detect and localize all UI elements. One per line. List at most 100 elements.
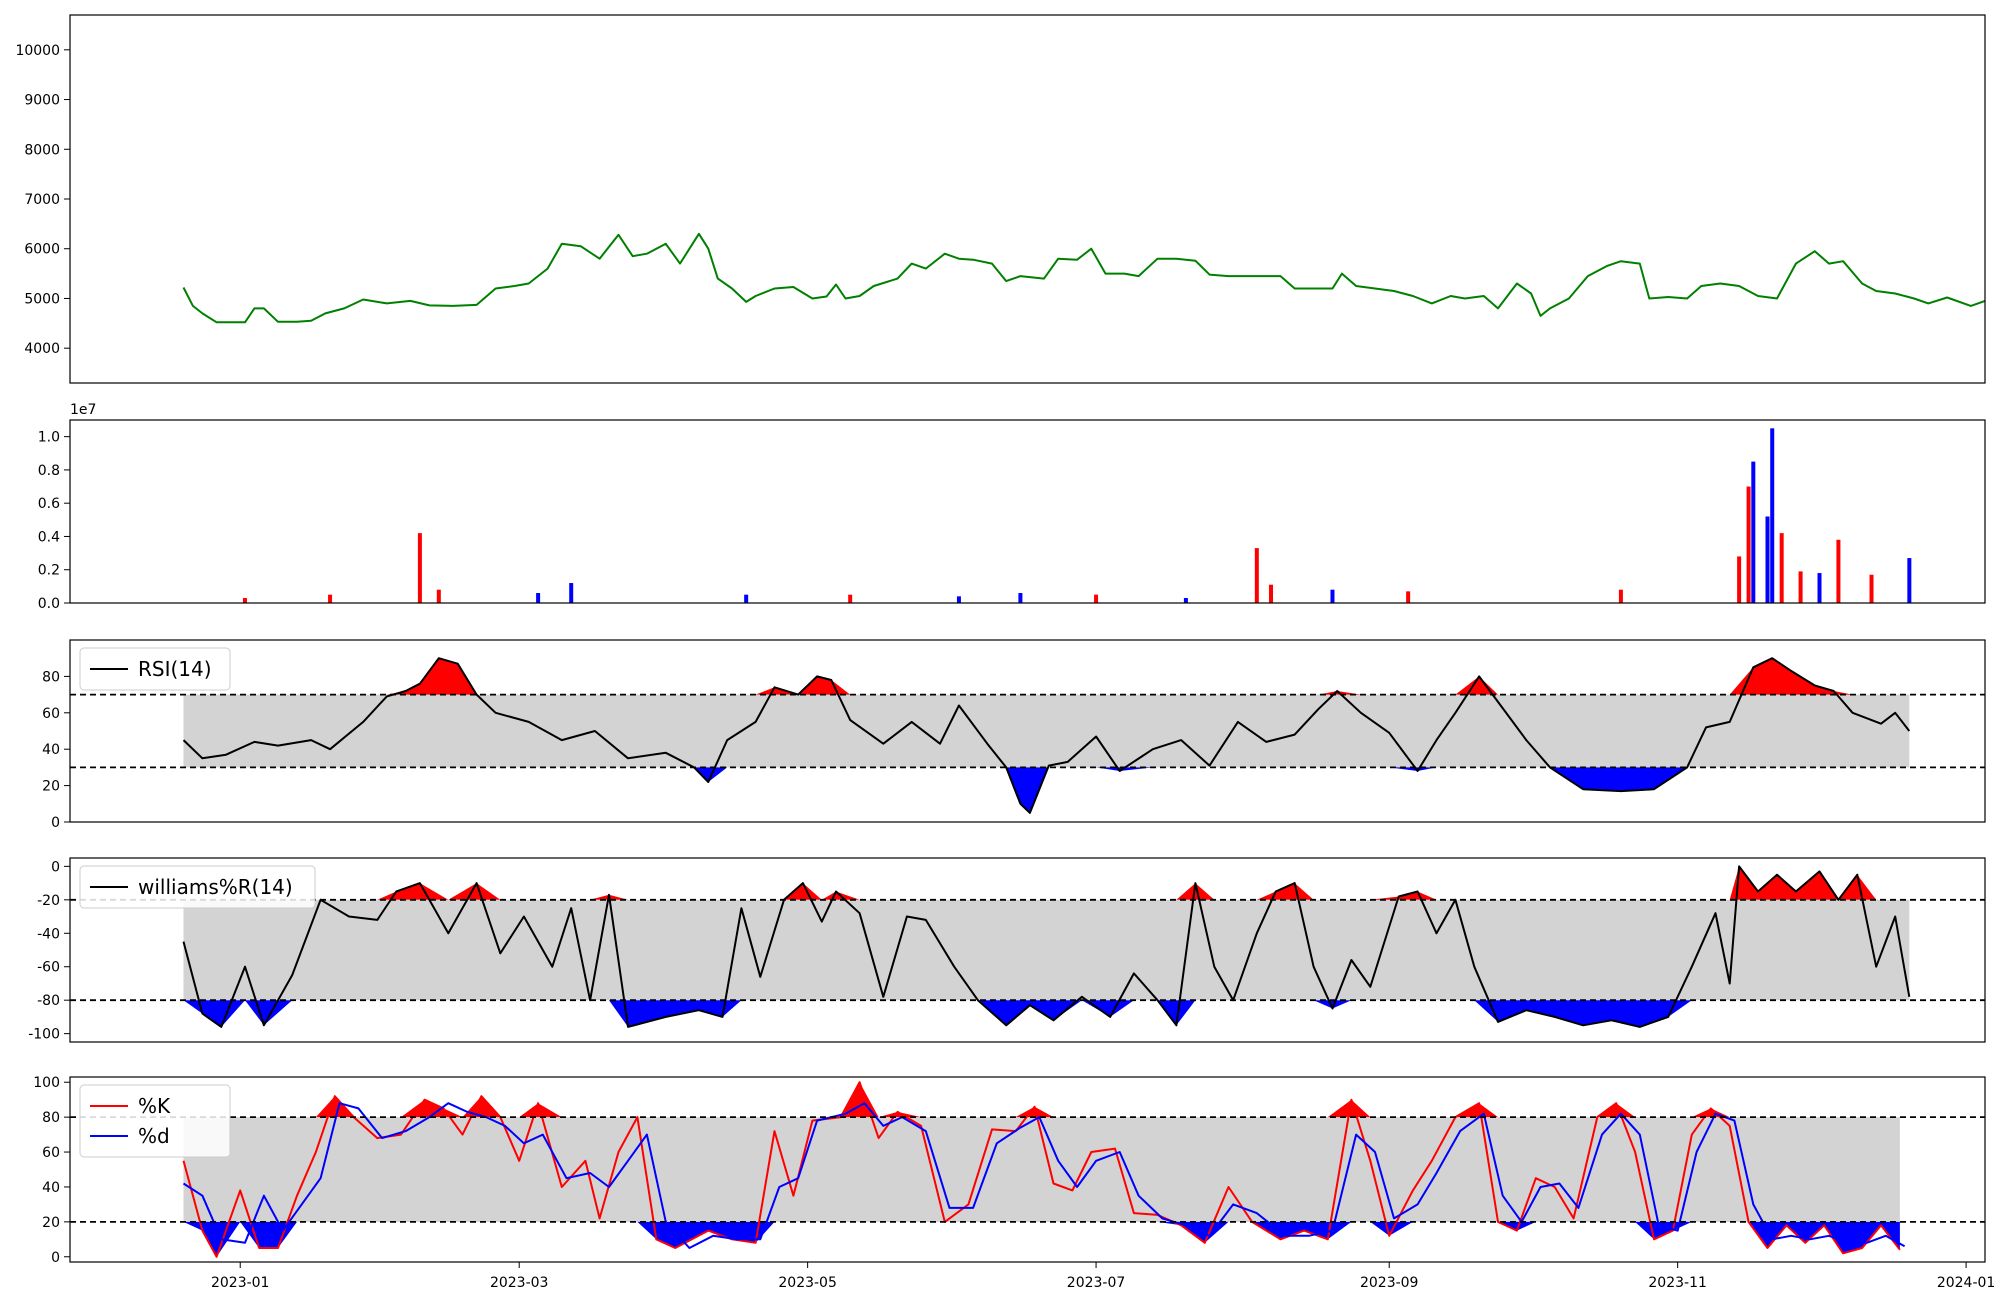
volume-bar xyxy=(536,593,541,603)
volume-bar xyxy=(1018,593,1023,603)
volume-bar xyxy=(1751,461,1756,603)
panel-frame xyxy=(69,1076,1986,1263)
x-tick-label: 2023-01 xyxy=(211,1275,270,1291)
y-tick-label: 0.6 xyxy=(38,496,60,512)
x-tick-label: 2023-11 xyxy=(1648,1275,1707,1291)
panel-axes: 0.0 0.2 0.4 0.6 0.8 1.0 xyxy=(38,430,70,612)
panel-axes: -100 -80 -60 -40 -20 0 xyxy=(28,859,70,1043)
neutral-band xyxy=(183,694,1910,768)
y-tick-label: -60 xyxy=(37,960,60,976)
y-tick-label: 0 xyxy=(51,1250,60,1266)
volume-bar xyxy=(417,533,422,603)
legend-box xyxy=(79,1084,231,1158)
legend-box xyxy=(79,647,231,691)
series-line-k xyxy=(182,1081,1901,1258)
panel-axes: 4000 5000 6000 7000 8000 9000 10000 xyxy=(15,43,70,357)
y-tick-label: 6000 xyxy=(24,242,60,258)
y-tick-label: 60 xyxy=(42,706,60,722)
panel-axes: 0 20 40 60 80 100 xyxy=(33,1075,70,1266)
series-line-price xyxy=(182,232,1986,324)
volume-bar xyxy=(1836,539,1841,603)
y-tick-label: 40 xyxy=(42,1180,60,1196)
overbought-fill xyxy=(183,658,1910,695)
x-tick-label: 2024-01 xyxy=(1937,1275,1996,1291)
y-tick-label: 5000 xyxy=(24,291,60,307)
legend-label: %K xyxy=(138,1094,171,1118)
y-tick-label: 7000 xyxy=(24,192,60,208)
legend-box xyxy=(79,865,316,909)
y-tick-label: -40 xyxy=(37,926,60,942)
x-tick-label: 2023-03 xyxy=(490,1275,549,1291)
y-tick-label: 80 xyxy=(42,1110,60,1126)
volume-bar xyxy=(1618,589,1623,603)
y-tick-label: 1.0 xyxy=(38,430,60,446)
x-tick-label: 2023-07 xyxy=(1067,1275,1126,1291)
volume-bar xyxy=(436,589,441,603)
legend-label: RSI(14) xyxy=(138,657,212,681)
volume-bar xyxy=(1746,486,1751,603)
volume-bar xyxy=(1869,574,1874,603)
legend: williams%R(14) xyxy=(79,865,316,909)
volume-bar xyxy=(1406,591,1411,603)
legend-label: williams%R(14) xyxy=(138,875,293,899)
y-tick-label: 10000 xyxy=(15,43,60,59)
y-tick-label: 20 xyxy=(42,779,60,795)
series-line-rsi14 xyxy=(182,657,1911,814)
y-tick-label: 0.4 xyxy=(38,529,60,545)
volume-bar xyxy=(1798,571,1803,603)
y-tick-label: 20 xyxy=(42,1215,60,1231)
volume-bar xyxy=(1183,598,1188,603)
y-tick-label: 0.0 xyxy=(38,596,60,612)
legend: RSI(14) xyxy=(79,647,231,691)
neutral-band xyxy=(183,899,1910,1001)
y-tick-label: 0.8 xyxy=(38,463,60,479)
series-line-d xyxy=(182,1102,1906,1249)
volume-bar xyxy=(1765,516,1770,603)
volume-bar xyxy=(328,594,333,603)
legend: %K %d xyxy=(79,1084,231,1158)
volume-bar xyxy=(1094,594,1099,603)
oversold-fill xyxy=(183,1000,1910,1027)
panel-axes: 0 20 40 60 80 xyxy=(42,669,70,831)
panel-frame xyxy=(69,857,1986,1043)
y-tick-label: -100 xyxy=(28,1027,60,1043)
overbought-fill xyxy=(183,1082,1900,1118)
y-tick-label: -20 xyxy=(37,893,60,909)
y-tick-label: -80 xyxy=(37,993,60,1009)
panel-frame xyxy=(69,639,1986,823)
y-tick-label: 100 xyxy=(33,1075,60,1091)
volume-bar xyxy=(848,594,853,603)
y-tick-label: 0 xyxy=(51,859,60,875)
axis-multiplier: 1e7 xyxy=(70,402,96,418)
volume-bar xyxy=(1770,428,1775,603)
oversold-fill xyxy=(183,1221,1900,1257)
volume-bar xyxy=(744,594,749,603)
volume-bar xyxy=(1330,589,1335,603)
volume-bar xyxy=(569,583,574,603)
volume-bar xyxy=(1254,548,1259,603)
y-tick-label: 9000 xyxy=(24,93,60,109)
x-tick-label: 2023-09 xyxy=(1360,1275,1419,1291)
x-tick-label: 2023-05 xyxy=(778,1275,837,1291)
volume-bar xyxy=(1737,556,1742,603)
y-tick-label: 80 xyxy=(42,669,60,685)
panel-frame xyxy=(69,419,1986,604)
panel-frame xyxy=(69,14,1986,384)
volume-bar xyxy=(1269,584,1274,603)
overbought-fill xyxy=(183,866,1910,900)
legend-label: %d xyxy=(138,1124,170,1148)
volume-bar xyxy=(242,598,247,603)
volume-bar xyxy=(1817,573,1822,603)
y-tick-label: 8000 xyxy=(24,142,60,158)
y-tick-label: 0.2 xyxy=(38,563,60,579)
y-tick-label: 4000 xyxy=(24,341,60,357)
y-tick-label: 60 xyxy=(42,1145,60,1161)
volume-bar xyxy=(1779,533,1784,603)
y-tick-label: 0 xyxy=(51,815,60,831)
volume-bar xyxy=(1907,558,1912,603)
y-tick-label: 40 xyxy=(42,742,60,758)
series-line-williamsr14 xyxy=(182,865,1911,1028)
volume-bar xyxy=(956,596,961,603)
